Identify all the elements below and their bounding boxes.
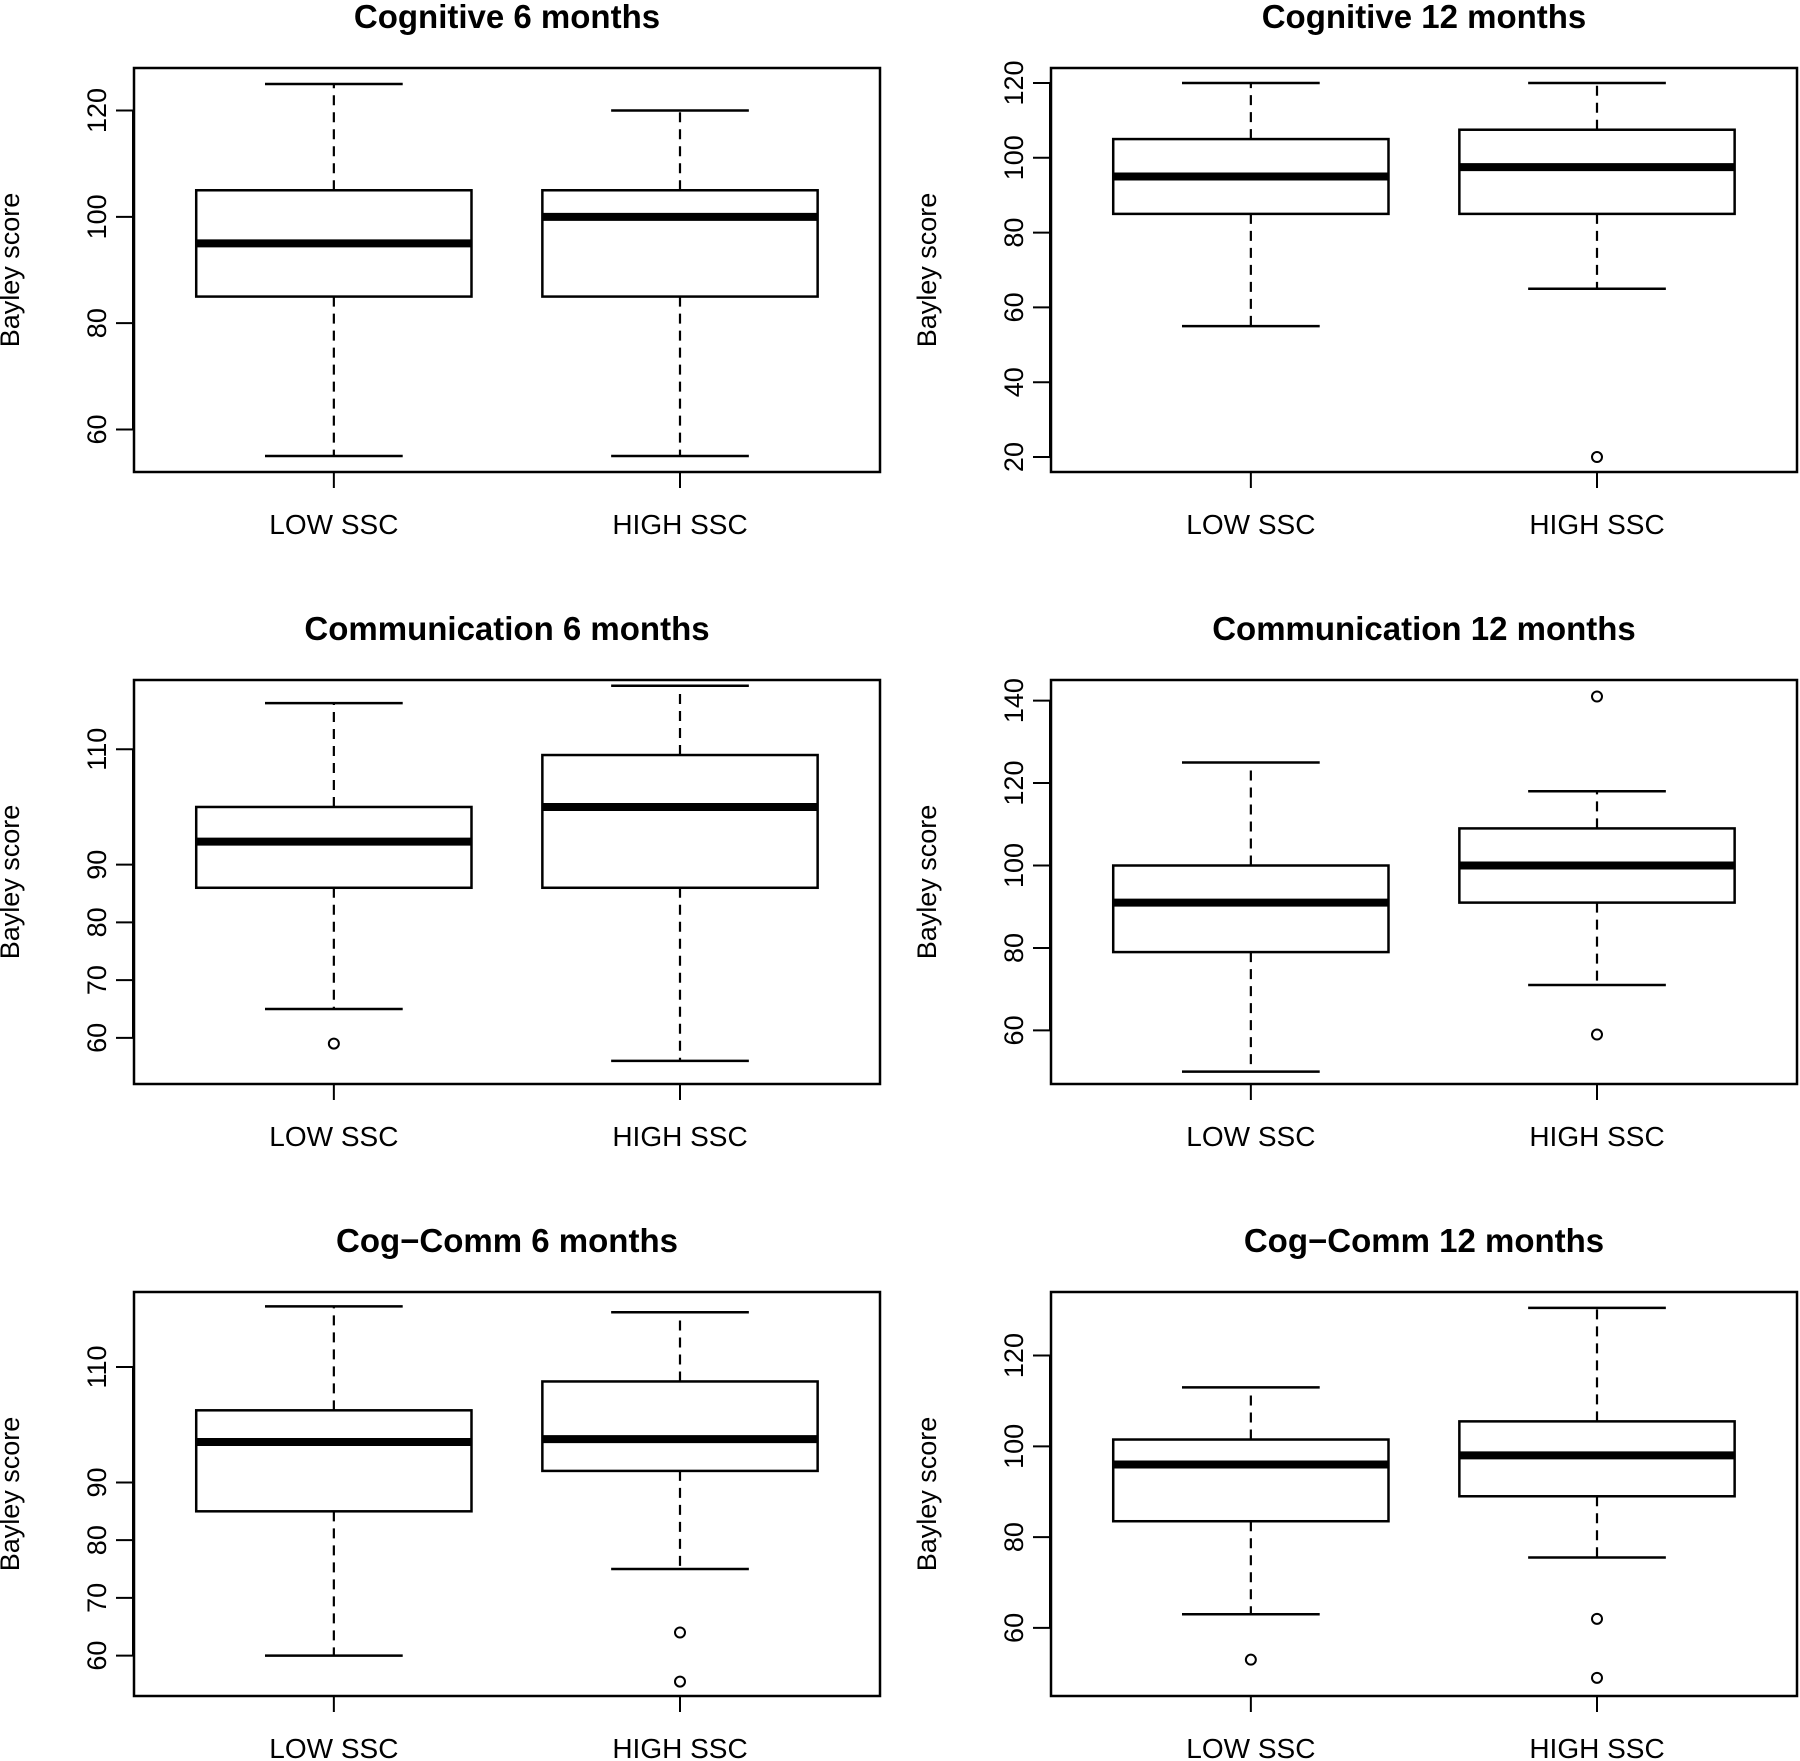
- box-low-ssc: [1111, 761, 1390, 1073]
- chart-panel: Cognitive 6 months Bayley score 60 80 100 120…: [0, 0, 882, 540]
- iqr-box: [194, 805, 473, 890]
- y-axis-label: Bayley score: [0, 1417, 25, 1572]
- box-low-ssc: [194, 1305, 473, 1657]
- y-tick-label: 60: [82, 414, 112, 444]
- x-category-label: HIGH SSC: [612, 509, 747, 540]
- y-tick-label: 60: [999, 1613, 1029, 1643]
- y-tick-label: 80: [82, 1525, 112, 1555]
- box-high-ssc: [541, 1310, 819, 1688]
- y-tick-label: 80: [82, 907, 112, 937]
- chart-panel: Communication 6 months Bayley score 60 70 80…: [0, 610, 882, 1152]
- x-category-label: HIGH SSC: [612, 1733, 747, 1761]
- x-category-label: LOW SSC: [269, 1733, 398, 1761]
- y-axis-label: Bayley score: [912, 1417, 942, 1572]
- chart-title: Cognitive 12 months: [1262, 0, 1587, 35]
- chart-title: Communication 6 months: [304, 610, 709, 647]
- y-tick-label: 40: [999, 367, 1029, 397]
- y-tick-label: 110: [82, 728, 112, 771]
- box-high-ssc: [1458, 1306, 1736, 1684]
- x-category-label: LOW SSC: [1186, 1733, 1315, 1761]
- y-tick-label: 120: [999, 761, 1029, 806]
- iqr-box: [1458, 128, 1736, 216]
- outlier-point: [673, 1675, 686, 1688]
- y-tick-label: 90: [82, 850, 112, 880]
- box-high-ssc: [1458, 81, 1736, 464]
- x-category-label: LOW SSC: [1186, 509, 1315, 540]
- y-tick-label: 90: [82, 1467, 112, 1497]
- x-category-label: HIGH SSC: [1529, 1121, 1664, 1152]
- y-tick-label: 80: [999, 1522, 1029, 1552]
- chart-title: Cognitive 6 months: [354, 0, 660, 35]
- box-low-ssc: [1111, 81, 1390, 328]
- chart-panel: Communication 12 months Bayley score 60 80 1…: [912, 610, 1799, 1152]
- x-category-label: HIGH SSC: [612, 1121, 747, 1152]
- y-axis-label: Bayley score: [0, 805, 25, 960]
- outlier-point: [1590, 1671, 1603, 1684]
- box-low-ssc: [194, 701, 473, 1050]
- y-tick-label: 100: [82, 194, 112, 239]
- x-category-label: LOW SSC: [1186, 1121, 1315, 1152]
- y-tick-label: 110: [82, 1346, 112, 1389]
- iqr-box: [194, 1409, 473, 1513]
- y-tick-label: 100: [999, 135, 1029, 180]
- iqr-box: [541, 1380, 819, 1473]
- y-tick-label: 60: [82, 1641, 112, 1671]
- outlier-point: [1244, 1653, 1257, 1666]
- iqr-box: [541, 189, 819, 298]
- chart-title: Cog−Comm 6 months: [336, 1222, 678, 1259]
- x-category-label: LOW SSC: [269, 509, 398, 540]
- outlier-point: [1590, 1612, 1603, 1625]
- y-tick-label: 100: [999, 1424, 1029, 1469]
- outlier-point: [1590, 690, 1603, 703]
- y-tick-label: 60: [999, 1015, 1029, 1045]
- box-high-ssc: [541, 684, 819, 1063]
- chart-panel: Cog−Comm 6 months Bayley score 60 70 80 90 110…: [0, 1222, 882, 1761]
- x-category-label: HIGH SSC: [1529, 509, 1664, 540]
- outlier-point: [1590, 451, 1603, 464]
- outlier-point: [1590, 1028, 1603, 1041]
- y-axis-label: Bayley score: [912, 805, 942, 960]
- y-axis-label: Bayley score: [912, 193, 942, 348]
- chart-panel: Cognitive 12 months Bayley score 20 40 60 80 1…: [912, 0, 1799, 540]
- y-tick-label: 60: [82, 1023, 112, 1053]
- y-tick-label: 100: [999, 843, 1029, 888]
- y-tick-label: 80: [999, 933, 1029, 963]
- box-low-ssc: [1111, 1386, 1390, 1666]
- box-high-ssc: [1458, 690, 1736, 1041]
- box-low-ssc: [194, 82, 473, 458]
- y-tick-label: 80: [82, 308, 112, 338]
- iqr-box: [541, 753, 819, 890]
- x-category-label: HIGH SSC: [1529, 1733, 1664, 1761]
- y-tick-label: 60: [999, 292, 1029, 322]
- y-tick-label: 20: [999, 442, 1029, 472]
- outlier-point: [327, 1037, 340, 1050]
- y-tick-label: 120: [82, 88, 112, 133]
- y-tick-label: 120: [999, 1333, 1029, 1378]
- chart-title: Communication 12 months: [1212, 610, 1636, 647]
- x-category-label: LOW SSC: [269, 1121, 398, 1152]
- outlier-point: [673, 1626, 686, 1639]
- box-high-ssc: [541, 109, 819, 458]
- y-tick-label: 140: [999, 678, 1029, 723]
- iqr-box: [1111, 1438, 1390, 1523]
- y-tick-label: 70: [82, 1583, 112, 1613]
- chart-panel: Cog−Comm 12 months Bayley score 60 80 100 120…: [912, 1222, 1799, 1761]
- y-tick-label: 70: [82, 965, 112, 995]
- y-axis-label: Bayley score: [0, 193, 25, 348]
- y-tick-label: 120: [999, 60, 1029, 105]
- chart-title: Cog−Comm 12 months: [1244, 1222, 1604, 1259]
- y-tick-label: 80: [999, 218, 1029, 248]
- iqr-box: [1111, 864, 1390, 954]
